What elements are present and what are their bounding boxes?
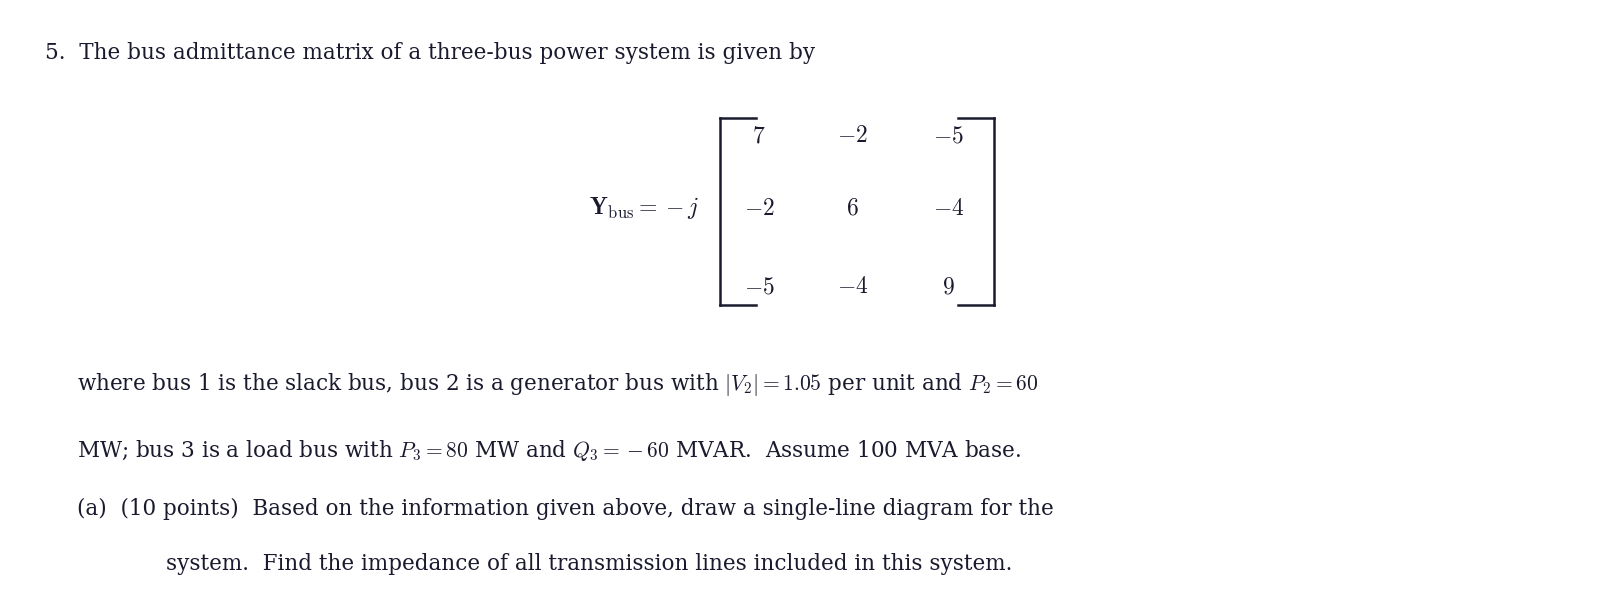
Text: MW; bus 3 is a load bus with $P_3 = 80$ MW and $Q_3 = -60$ MVAR.  Assume 100 MVA: MW; bus 3 is a load bus with $P_3 = 80$ … [77,438,1020,463]
Text: $-4$: $-4$ [836,275,868,298]
Text: $6$: $6$ [845,197,858,220]
Text: $-5$: $-5$ [932,124,964,147]
Text: $-4$: $-4$ [932,197,964,220]
Text: system.  Find the impedance of all transmission lines included in this system.: system. Find the impedance of all transm… [166,553,1011,574]
Text: $9$: $9$ [942,275,955,298]
Text: $7$: $7$ [752,124,765,147]
Text: $\mathbf{Y}_{\mathrm{bus}} = -j$: $\mathbf{Y}_{\mathrm{bus}} = -j$ [590,195,699,222]
Text: where bus 1 is the slack bus, bus 2 is a generator bus with $|V_2| = 1.05$ per u: where bus 1 is the slack bus, bus 2 is a… [77,371,1038,399]
Text: (a)  (10 points)  Based on the information given above, draw a single-line diagr: (a) (10 points) Based on the information… [77,498,1053,521]
Text: $-5$: $-5$ [742,275,775,298]
Text: $-2$: $-2$ [742,197,775,220]
Text: $-2$: $-2$ [836,124,868,147]
Text: 5.  The bus admittance matrix of a three-bus power system is given by: 5. The bus admittance matrix of a three-… [45,42,815,64]
